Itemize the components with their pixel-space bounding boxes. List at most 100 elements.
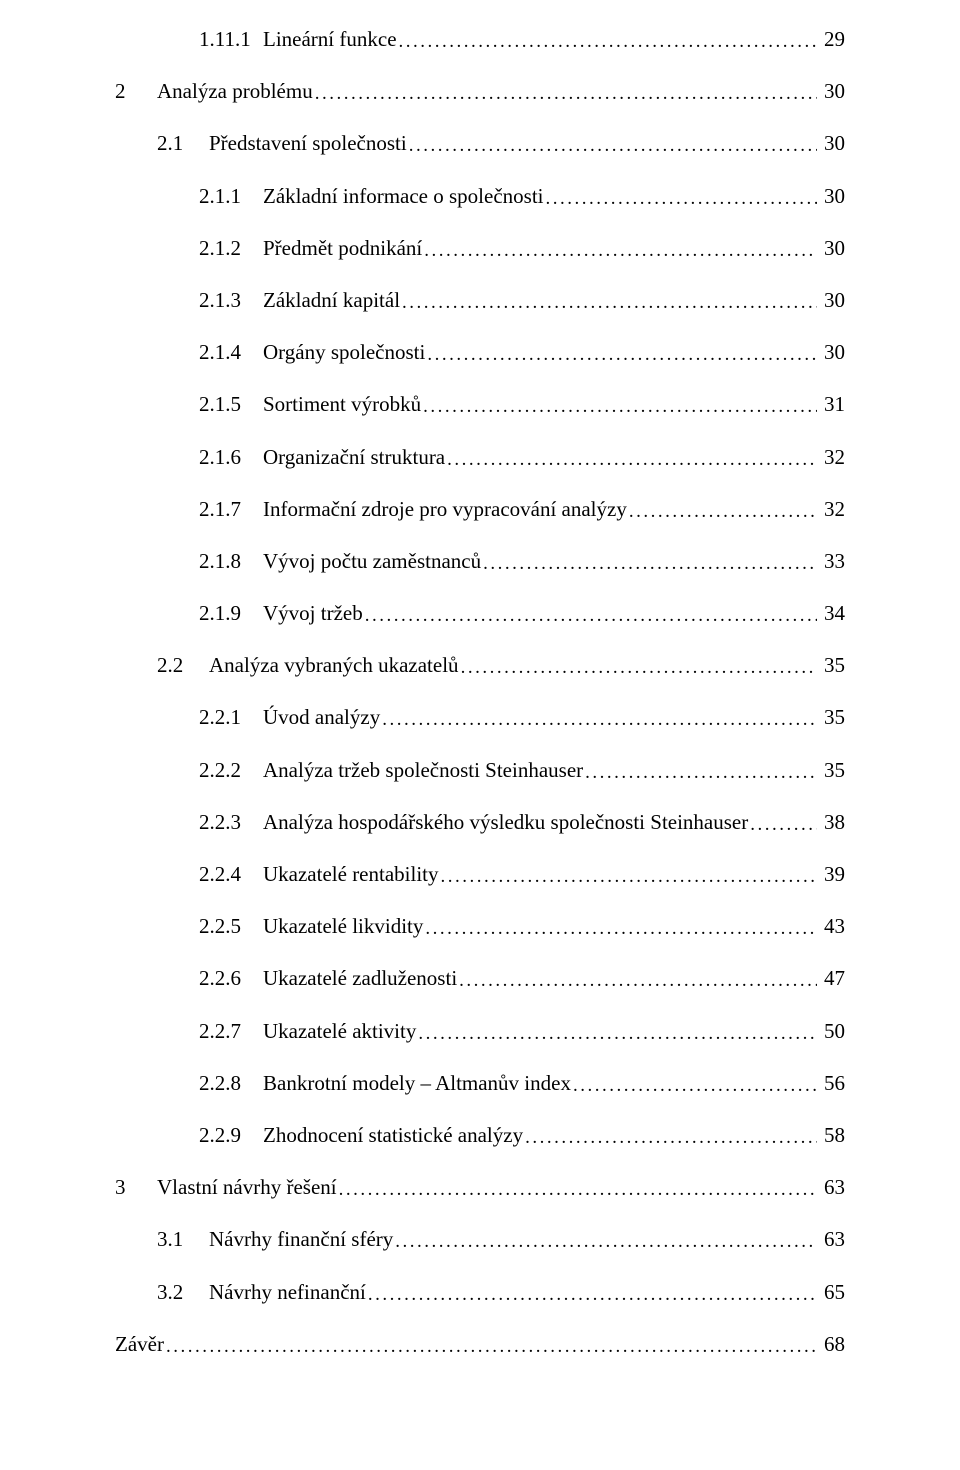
toc-entry: 2.2.2Analýza tržeb společnosti Steinhaus… [115,757,845,785]
toc-entry-title: Lineární funkce [263,26,399,53]
toc-entry: Závěr 68 [115,1331,845,1359]
toc-entry-number: 2.1.5 [199,391,263,418]
toc-leader-dots [423,395,817,420]
toc-entry-title: Zhodnocení statistické analýzy [263,1122,525,1149]
toc-leader-dots [447,448,817,473]
toc-entry: 3.1Návrhy finanční sféry63 [115,1226,845,1254]
toc-entry-page: 30 [817,78,845,105]
toc-entry-number: 2.1.3 [199,287,263,314]
toc-leader-dots [750,813,817,838]
toc-leader-dots [166,1335,817,1360]
toc-entry-number: 2.2 [157,652,209,679]
toc-entry-number: 2.2.6 [199,965,263,992]
toc-leader-dots [315,82,817,107]
toc-leader-dots [546,187,818,212]
toc-entry-number: 2.2.4 [199,861,263,888]
toc-entry-number: 2.1.6 [199,444,263,471]
toc-entry-title: Ukazatelé aktivity [263,1018,418,1045]
toc-entry: 1.11.1Lineární funkce 29 [115,26,845,54]
toc-leader-dots [402,291,817,316]
toc-entry: 2.1.3Základní kapitál30 [115,287,845,315]
toc-entry-number: 2.1.9 [199,600,263,627]
toc-entry-number: 2.2.2 [199,757,263,784]
toc-entry-number: 2 [115,78,157,105]
toc-entry-number: 1.11.1 [199,26,263,53]
toc-entry-page: 38 [817,809,845,836]
toc-entry-number: 2.2.9 [199,1122,263,1149]
toc-entry-page: 35 [817,757,845,784]
toc-entry-number: 3.1 [157,1226,209,1253]
toc-entry: 2.2.1Úvod analýzy35 [115,704,845,732]
toc-entry: 2.1.7Informační zdroje pro vypracování a… [115,496,845,524]
toc-entry-title: Ukazatelé zadluženosti [263,965,459,992]
toc-entry-page: 30 [817,235,845,262]
toc-entry-title: Návrhy nefinanční [209,1279,368,1306]
toc-leader-dots [573,1074,817,1099]
toc-entry-title: Sortiment výrobků [263,391,423,418]
toc-entry-page: 33 [817,548,845,575]
toc-entry-title: Informační zdroje pro vypracování analýz… [263,496,629,523]
toc-entry: 2.1Představení společnosti30 [115,130,845,158]
toc-entry-page: 30 [817,130,845,157]
toc-entry-number: 2.2.7 [199,1018,263,1045]
toc-entry: 2.2.9Zhodnocení statistické analýzy 58 [115,1122,845,1150]
toc-entry-page: 50 [817,1018,845,1045]
toc-entry-page: 68 [817,1331,845,1358]
toc-entry-number: 2.1 [157,130,209,157]
toc-entry-page: 29 [817,26,845,53]
toc-leader-dots [409,134,817,159]
toc-entry-page: 30 [817,183,845,210]
toc-entry-page: 56 [817,1070,845,1097]
toc-entry-page: 58 [817,1122,845,1149]
toc-entry: 2.1.5Sortiment výrobků 31 [115,391,845,419]
toc-leader-dots [425,917,817,942]
toc-entry-number: 2.2.8 [199,1070,263,1097]
toc-entry: 2.1.8Vývoj počtu zaměstnanců 33 [115,548,845,576]
toc-entry: 2.1.6Organizační struktura 32 [115,444,845,472]
table-of-contents: 1.11.1Lineární funkce 29 2Analýza problému… [115,26,845,1358]
toc-entry-page: 43 [817,913,845,940]
toc-entry: 2.1.1Základní informace o společnosti30 [115,183,845,211]
toc-entry-page: 63 [817,1174,845,1201]
toc-leader-dots [427,343,817,368]
toc-leader-dots [418,1022,817,1047]
toc-entry-title: Organizační struktura [263,444,447,471]
toc-leader-dots [395,1230,817,1255]
toc-entry-title: Základní informace o společnosti [263,183,546,210]
toc-entry-page: 35 [817,704,845,731]
toc-entry-page: 35 [817,652,845,679]
toc-entry-page: 30 [817,339,845,366]
toc-entry-title: Analýza problému [157,78,315,105]
toc-entry-title: Úvod analýzy [263,704,382,731]
toc-leader-dots [399,30,817,55]
toc-entry-page: 32 [817,444,845,471]
toc-entry-title: Bankrotní modely – Altmanův index [263,1070,573,1097]
toc-entry-page: 47 [817,965,845,992]
toc-entry-page: 39 [817,861,845,888]
toc-entry-title: Analýza vybraných ukazatelů [209,652,461,679]
toc-leader-dots [483,552,817,577]
toc-entry: 2.2.4Ukazatelé rentability 39 [115,861,845,889]
toc-entry-title: Analýza tržeb společnosti Steinhauser [263,757,585,784]
toc-entry-title: Předmět podnikání [263,235,424,262]
toc-entry-page: 31 [817,391,845,418]
toc-entry-title: Závěr [115,1331,166,1358]
toc-entry-page: 63 [817,1226,845,1253]
toc-entry-page: 30 [817,287,845,314]
toc-entry-page: 34 [817,600,845,627]
toc-entry-title: Ukazatelé likvidity [263,913,425,940]
toc-leader-dots [339,1178,817,1203]
toc-entry-title: Vývoj počtu zaměstnanců [263,548,483,575]
toc-entry: 2.1.2Předmět podnikání30 [115,235,845,263]
toc-entry-number: 2.1.7 [199,496,263,523]
toc-entry-page: 32 [817,496,845,523]
toc-entry: 2.2.3Analýza hospodářského výsledku spol… [115,809,845,837]
toc-entry-page: 65 [817,1279,845,1306]
toc-entry-title: Ukazatelé rentability [263,861,441,888]
toc-entry: 2Analýza problému 30 [115,78,845,106]
toc-entry: 2.2.6Ukazatelé zadluženosti 47 [115,965,845,993]
toc-entry-title: Analýza hospodářského výsledku společnos… [263,809,750,836]
toc-entry-number: 2.1.8 [199,548,263,575]
toc-leader-dots [382,708,817,733]
toc-entry-number: 3 [115,1174,157,1201]
